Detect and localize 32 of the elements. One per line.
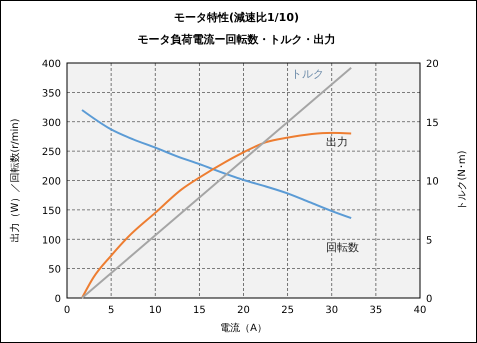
- x-tick-label: 15: [193, 305, 206, 316]
- x-tick-label: 35: [370, 305, 382, 316]
- y2-tick-label: 15: [426, 118, 439, 129]
- y2-tick-label: 0: [426, 294, 432, 305]
- y-tick-label: 200: [42, 176, 61, 188]
- series-label: 出力: [326, 136, 348, 148]
- y-axis-title: 出力（W）／回転数(r/min): [9, 118, 21, 243]
- chart-title: モータ特性(減速比1/10): [174, 11, 300, 24]
- text: 回転数: [326, 241, 360, 254]
- series-label: トルク: [291, 68, 324, 81]
- x-tick-label: 5: [108, 305, 114, 316]
- y-tick-label: 50: [48, 264, 61, 276]
- line-series: [81, 109, 352, 220]
- x-tick-label: 25: [281, 305, 294, 316]
- y2-tick-label: 5: [426, 235, 432, 246]
- y-tick-label: 400: [42, 59, 61, 70]
- y-tick-label: 250: [42, 147, 61, 158]
- y-tick-label: 350: [42, 88, 61, 100]
- y2-tick-label: 20: [426, 59, 439, 70]
- chart-subtitle: モータ負荷電流ー回転数・トルク・出力: [138, 33, 336, 46]
- y-tick-label: 100: [42, 235, 61, 246]
- y2-tick-label: 10: [426, 176, 439, 188]
- x-tick-label: 30: [325, 305, 338, 316]
- y2-axis-title: トルク(N･m): [457, 150, 468, 211]
- x-axis-title: 電流（A）: [220, 322, 267, 334]
- x-tick-label: 20: [237, 305, 250, 316]
- y-tick-label: 300: [42, 118, 61, 129]
- y-tick-label: 150: [42, 206, 61, 217]
- y-tick-label: 0: [54, 294, 61, 305]
- x-tick-label: 0: [64, 305, 70, 316]
- x-tick-label: 10: [148, 305, 162, 316]
- x-tick-label: 40: [414, 305, 426, 316]
